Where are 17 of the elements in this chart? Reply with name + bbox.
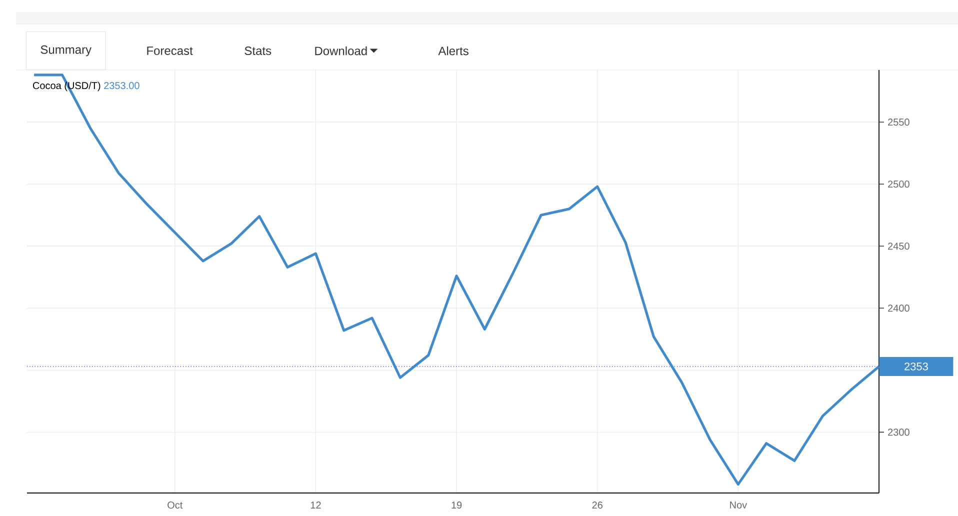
text: Download bbox=[315, 46, 367, 56]
ref-line-label: 2353 bbox=[904, 362, 928, 370]
text: Stats bbox=[244, 46, 272, 56]
x-tick-label: 19 bbox=[452, 502, 462, 509]
text: Alerts bbox=[438, 46, 468, 56]
y-tick-label: 2500 bbox=[888, 180, 910, 188]
y-tick-label: 2400 bbox=[888, 304, 910, 312]
y-tick-label: 2450 bbox=[888, 242, 910, 250]
x-tick-label: Nov bbox=[730, 502, 748, 508]
y-tick-label: 2550 bbox=[888, 118, 910, 126]
x-tick-label: 12 bbox=[310, 502, 321, 508]
x-tick-label: Oct bbox=[168, 502, 183, 509]
text: Summary bbox=[40, 45, 92, 56]
y-tick-label: 2300 bbox=[888, 428, 910, 436]
text: Forecast bbox=[147, 46, 193, 55]
x-tick-label: 26 bbox=[592, 502, 602, 509]
text: 2353.00 bbox=[104, 82, 140, 90]
